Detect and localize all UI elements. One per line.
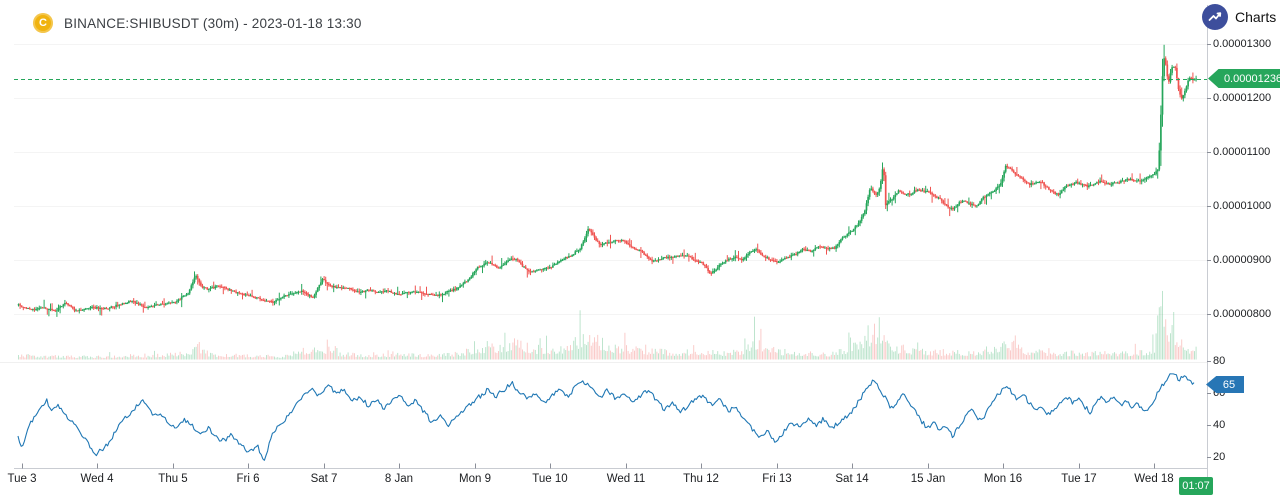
date-axis-label: Tue 17 xyxy=(1061,473,1097,485)
date-axis-label: Fri 6 xyxy=(236,473,260,485)
date-axis-label: Mon 16 xyxy=(983,473,1023,485)
date-axis-label: Fri 13 xyxy=(762,473,792,485)
date-axis-label: Tue 3 xyxy=(7,473,37,485)
date-axis-label: Wed 18 xyxy=(1134,473,1174,485)
current-time-tag: 01:07 xyxy=(1179,477,1213,495)
date-axis-label: Sat 14 xyxy=(835,473,869,485)
date-axis-label: 15 Jan xyxy=(910,473,946,485)
oscillator-axis-label: 40 xyxy=(1213,418,1226,431)
last-price-tag: 0.00001236 xyxy=(1208,69,1280,88)
symbol-title: BINANCE:SHIBUSDT (30m) - 2023-01-18 13:3… xyxy=(64,15,362,31)
date-axis-label: Mon 9 xyxy=(459,473,491,485)
date-axis-label: Sat 7 xyxy=(310,473,338,485)
symbol-header: C BINANCE:SHIBUSDT (30m) - 2023-01-18 13… xyxy=(33,13,362,33)
attribution-badge[interactable]: Charts p xyxy=(1202,4,1280,30)
price-axis-label: 0.00000800 xyxy=(1213,307,1272,320)
date-axis-label: Thu 5 xyxy=(158,473,188,485)
price-axis-label: 0.00000900 xyxy=(1213,253,1272,266)
attribution-label: Charts p xyxy=(1235,9,1280,25)
trend-chart-icon xyxy=(1202,4,1228,30)
price-axis-label: 0.00001300 xyxy=(1213,37,1272,50)
oscillator-axis-label: 20 xyxy=(1213,450,1226,463)
oscillator-axis-label: 80 xyxy=(1213,354,1226,367)
price-axis-label: 0.00001100 xyxy=(1213,145,1271,158)
date-axis-label: Thu 12 xyxy=(683,473,719,485)
price-axis-label: 0.00001000 xyxy=(1213,199,1272,212)
oscillator-value-tag: 65 xyxy=(1206,376,1244,393)
date-axis-label: Wed 11 xyxy=(606,473,646,485)
date-axis-label: 8 Jan xyxy=(384,473,414,485)
coin-icon: C xyxy=(33,13,53,33)
price-axis-label: 0.00001200 xyxy=(1213,91,1272,104)
date-axis-label: Tue 10 xyxy=(532,473,568,485)
date-axis-label: Wed 4 xyxy=(80,473,114,485)
